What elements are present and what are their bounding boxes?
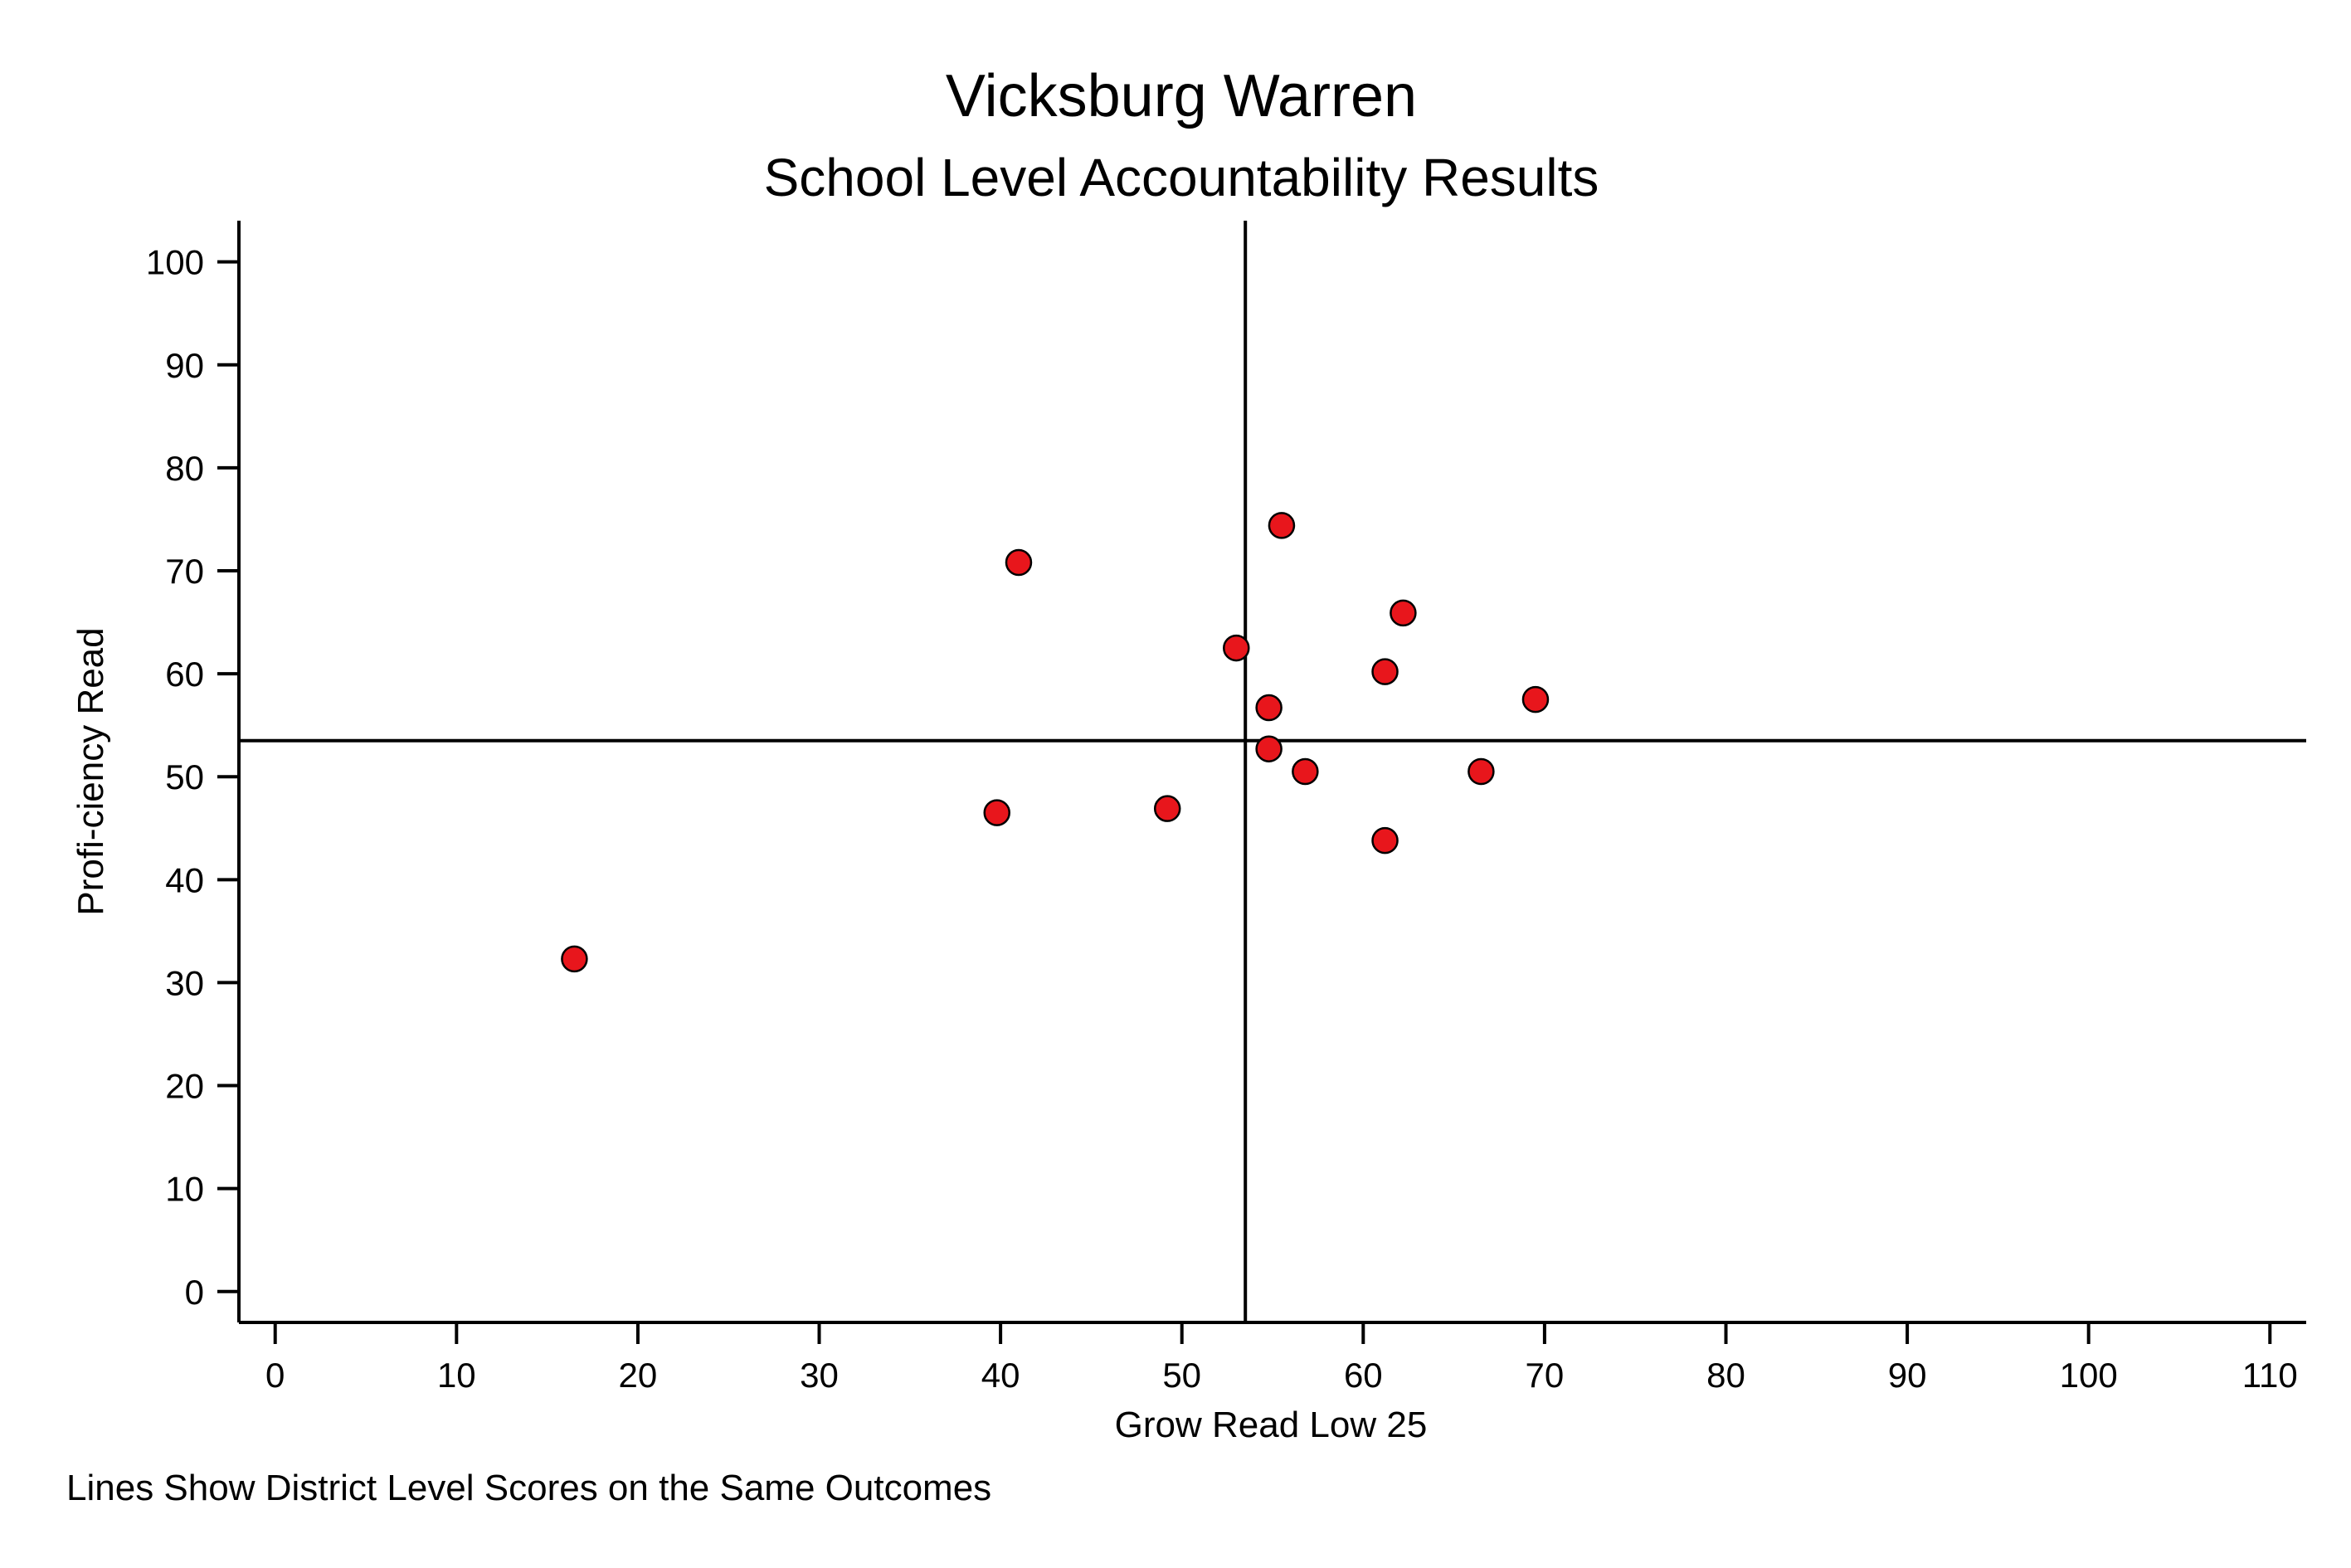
data-point bbox=[1371, 826, 1399, 855]
data-point bbox=[1255, 735, 1283, 762]
data-point bbox=[1468, 757, 1495, 786]
x-tick-label: 100 bbox=[2060, 1356, 2118, 1395]
data-point bbox=[1255, 694, 1283, 722]
x-axis-label: Grow Read Low 25 bbox=[1115, 1405, 1428, 1445]
x-tick-label: 60 bbox=[1344, 1356, 1383, 1395]
y-tick-label: 20 bbox=[165, 1067, 204, 1106]
data-point bbox=[1268, 512, 1296, 539]
data-point bbox=[983, 799, 1010, 826]
chart-title: Vicksburg Warren bbox=[946, 63, 1417, 129]
x-tick-label: 110 bbox=[2242, 1356, 2298, 1395]
x-tick-label: 0 bbox=[265, 1356, 285, 1395]
y-tick-label: 50 bbox=[165, 757, 204, 796]
x-axis-ticks: 0 10 20 30 40 50 60 70 80 90 100 110 bbox=[265, 1322, 2298, 1395]
y-tick-label: 100 bbox=[146, 243, 204, 282]
y-tick-label: 0 bbox=[185, 1273, 204, 1312]
x-tick-label: 40 bbox=[981, 1356, 1020, 1395]
data-point bbox=[1371, 658, 1399, 685]
data-point bbox=[1521, 685, 1550, 713]
y-tick-label: 70 bbox=[165, 552, 204, 591]
y-tick-label: 90 bbox=[165, 346, 204, 385]
y-axis-ticks: 0 10 20 30 40 50 60 70 80 90 100 bbox=[146, 243, 239, 1312]
y-tick-label: 10 bbox=[165, 1170, 204, 1209]
y-tick-label: 40 bbox=[165, 860, 204, 899]
x-tick-label: 20 bbox=[619, 1356, 658, 1395]
y-tick-label: 30 bbox=[165, 963, 204, 1002]
x-tick-label: 70 bbox=[1526, 1356, 1565, 1395]
y-tick-label: 60 bbox=[165, 655, 204, 694]
data-point bbox=[1292, 757, 1319, 786]
y-axis-label: Profi-ciency Read bbox=[71, 627, 111, 915]
y-tick-label: 80 bbox=[165, 449, 204, 488]
data-points bbox=[561, 512, 1550, 973]
data-point bbox=[561, 945, 588, 973]
chart-note: Lines Show District Level Scores on the … bbox=[66, 1468, 991, 1508]
chart-subtitle: School Level Accountability Results bbox=[764, 148, 1599, 207]
x-tick-label: 10 bbox=[437, 1356, 476, 1395]
data-point bbox=[1153, 795, 1181, 822]
x-tick-label: 30 bbox=[800, 1356, 839, 1395]
data-point bbox=[1223, 634, 1250, 662]
data-point bbox=[1005, 548, 1033, 577]
x-tick-label: 90 bbox=[1888, 1356, 1927, 1395]
data-point bbox=[1390, 599, 1417, 627]
x-tick-label: 80 bbox=[1706, 1356, 1745, 1395]
x-tick-label: 50 bbox=[1162, 1356, 1201, 1395]
